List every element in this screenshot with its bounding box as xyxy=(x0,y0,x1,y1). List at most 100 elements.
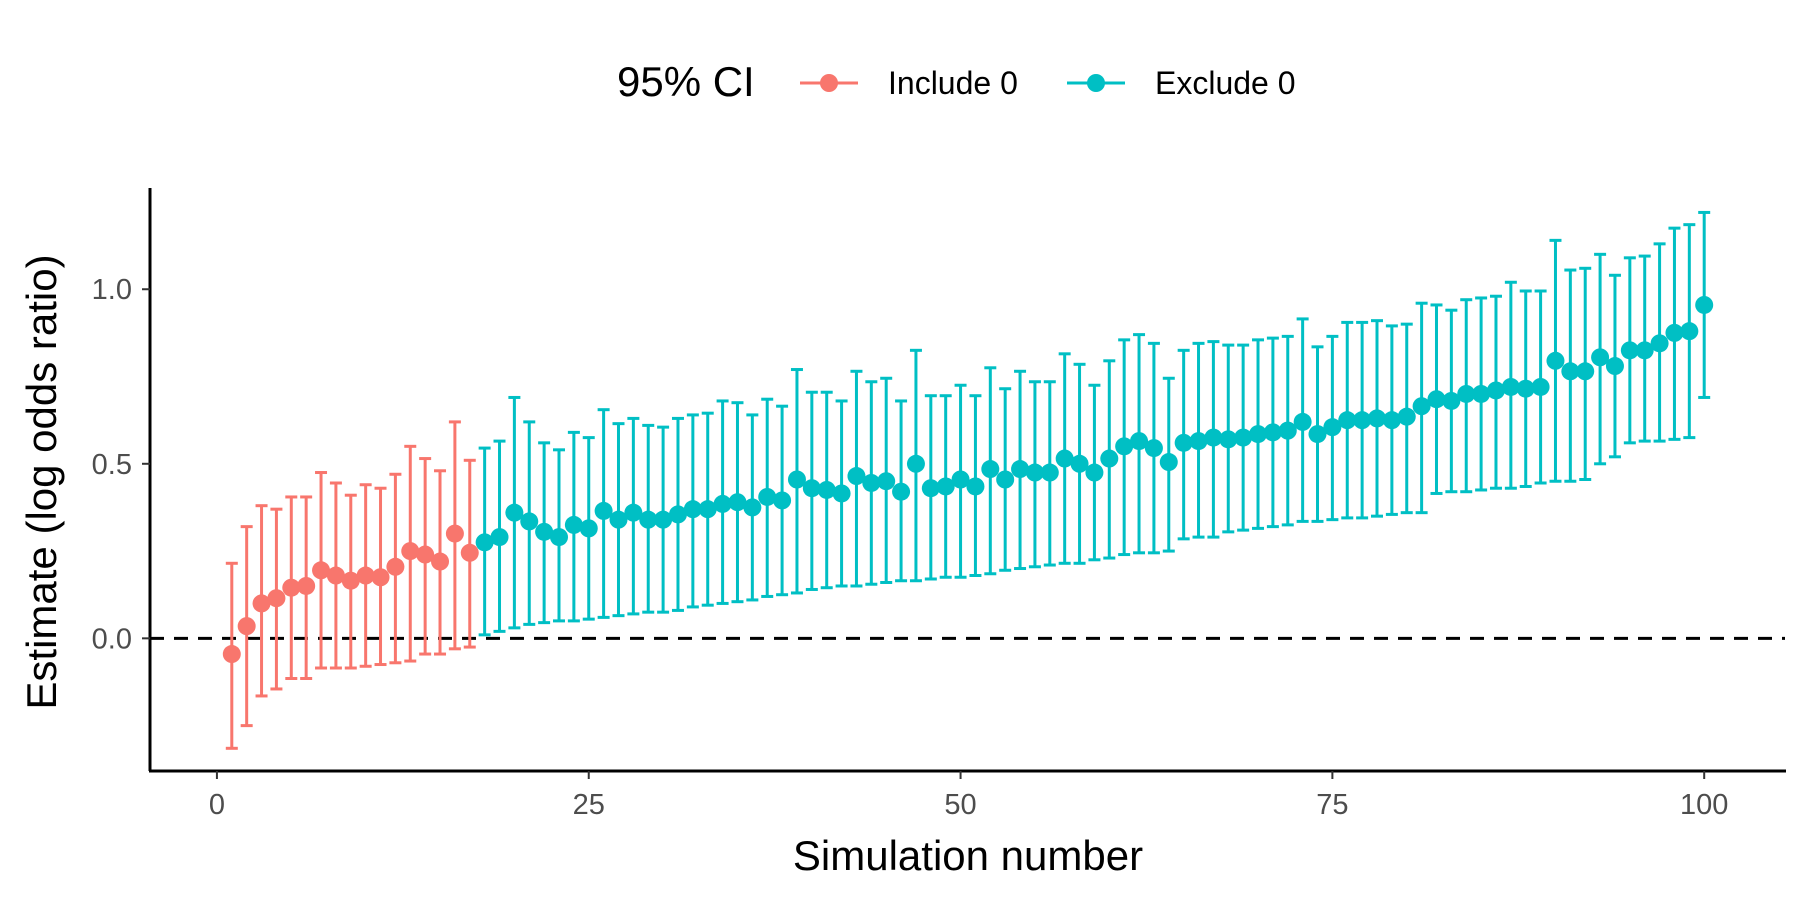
estimate-point xyxy=(445,524,464,543)
estimate-point xyxy=(624,503,643,522)
estimate-point xyxy=(1635,341,1654,360)
estimate-point xyxy=(267,589,286,608)
estimate-point xyxy=(743,498,762,517)
estimate-point xyxy=(639,510,658,529)
x-axis-title: Simulation number xyxy=(793,832,1143,879)
estimate-point xyxy=(1278,421,1297,440)
estimate-point xyxy=(1442,391,1461,410)
estimate-point xyxy=(892,482,911,501)
estimate-point xyxy=(312,561,331,580)
estimate-point xyxy=(1531,377,1550,396)
estimate-point xyxy=(1085,463,1104,482)
x-axis-ticks: 0 25 50 75 100 xyxy=(209,771,1728,821)
estimate-point xyxy=(1130,432,1149,451)
x-tick-label: 50 xyxy=(944,789,976,821)
estimate-point xyxy=(594,501,613,520)
x-tick-label: 25 xyxy=(573,789,605,821)
legend-key-dot-include xyxy=(820,74,838,92)
estimate-point xyxy=(877,472,896,491)
x-tick-label: 75 xyxy=(1316,789,1348,821)
estimate-point xyxy=(1263,423,1282,442)
estimate-point xyxy=(535,522,554,541)
estimate-point xyxy=(282,578,301,597)
estimate-point xyxy=(1486,381,1505,400)
estimate-point xyxy=(505,503,524,522)
estimate-point xyxy=(326,566,345,585)
y-tick-label: 0.5 xyxy=(92,449,132,481)
estimate-point xyxy=(1174,433,1193,452)
estimate-point xyxy=(1040,463,1059,482)
estimate-point xyxy=(1591,348,1610,367)
estimate-point xyxy=(222,645,241,664)
estimate-point xyxy=(520,512,539,531)
estimate-point xyxy=(460,543,479,562)
estimate-point xyxy=(490,528,509,547)
estimate-point xyxy=(1501,377,1520,396)
estimate-point xyxy=(1680,322,1699,341)
estimate-point xyxy=(1353,411,1372,430)
estimate-point xyxy=(564,515,583,534)
estimate-point xyxy=(1457,384,1476,403)
estimate-point xyxy=(356,566,375,585)
estimate-point xyxy=(817,480,836,499)
estimate-point xyxy=(906,454,925,473)
estimate-point xyxy=(252,594,271,613)
legend-title: 95% CI xyxy=(617,58,755,105)
estimate-point xyxy=(981,460,1000,479)
estimate-point xyxy=(1144,439,1163,458)
estimate-point xyxy=(1338,411,1357,430)
estimate-point xyxy=(787,470,806,489)
y-axis-ticks: 0.0 0.5 1.0 xyxy=(92,274,150,655)
estimate-point xyxy=(1561,362,1580,381)
estimate-point xyxy=(1382,411,1401,430)
estimate-point xyxy=(1695,295,1714,314)
estimate-point xyxy=(1100,449,1119,468)
estimate-point xyxy=(386,557,405,576)
estimate-point xyxy=(1412,397,1431,416)
estimate-point xyxy=(758,487,777,506)
estimate-point xyxy=(431,552,450,571)
estimate-point xyxy=(1070,454,1089,473)
estimate-point xyxy=(341,571,360,590)
estimate-point xyxy=(773,491,792,510)
estimate-point xyxy=(1011,460,1030,479)
legend-label-include: Include 0 xyxy=(888,65,1018,101)
estimate-point xyxy=(1234,428,1253,447)
estimate-point xyxy=(1546,351,1565,370)
estimate-point xyxy=(802,479,821,498)
estimate-point xyxy=(1665,323,1684,342)
estimate-point xyxy=(668,505,687,524)
estimate-point xyxy=(1323,418,1342,437)
estimate-point xyxy=(832,484,851,503)
estimate-point xyxy=(1249,425,1268,444)
estimate-point xyxy=(416,545,435,564)
estimate-point xyxy=(1055,449,1074,468)
estimate-point xyxy=(1650,334,1669,353)
estimate-point xyxy=(579,519,598,538)
legend: 95% CI Include 0 Exclude 0 xyxy=(617,58,1296,105)
estimate-point xyxy=(1204,428,1223,447)
estimate-point xyxy=(683,500,702,519)
series-exclude-0 xyxy=(475,210,1714,637)
estimate-point xyxy=(713,494,732,513)
y-tick-label: 0.0 xyxy=(92,623,132,655)
legend-label-exclude: Exclude 0 xyxy=(1155,65,1296,101)
estimate-point xyxy=(1368,409,1386,428)
estimate-point xyxy=(1427,390,1446,409)
estimate-point xyxy=(1576,362,1595,381)
x-tick-label: 100 xyxy=(1680,789,1728,821)
estimate-point xyxy=(1472,384,1491,403)
estimate-point xyxy=(401,542,420,561)
estimate-point xyxy=(371,568,390,587)
estimate-point xyxy=(1516,379,1535,398)
estimate-point xyxy=(936,477,955,496)
estimate-point xyxy=(698,500,717,519)
plot-marks xyxy=(222,210,1714,750)
estimate-point xyxy=(1159,453,1178,472)
estimate-point xyxy=(609,510,628,529)
estimate-point xyxy=(475,533,494,552)
estimate-point xyxy=(728,493,747,512)
estimate-point xyxy=(862,473,881,492)
estimate-point xyxy=(1620,341,1639,360)
